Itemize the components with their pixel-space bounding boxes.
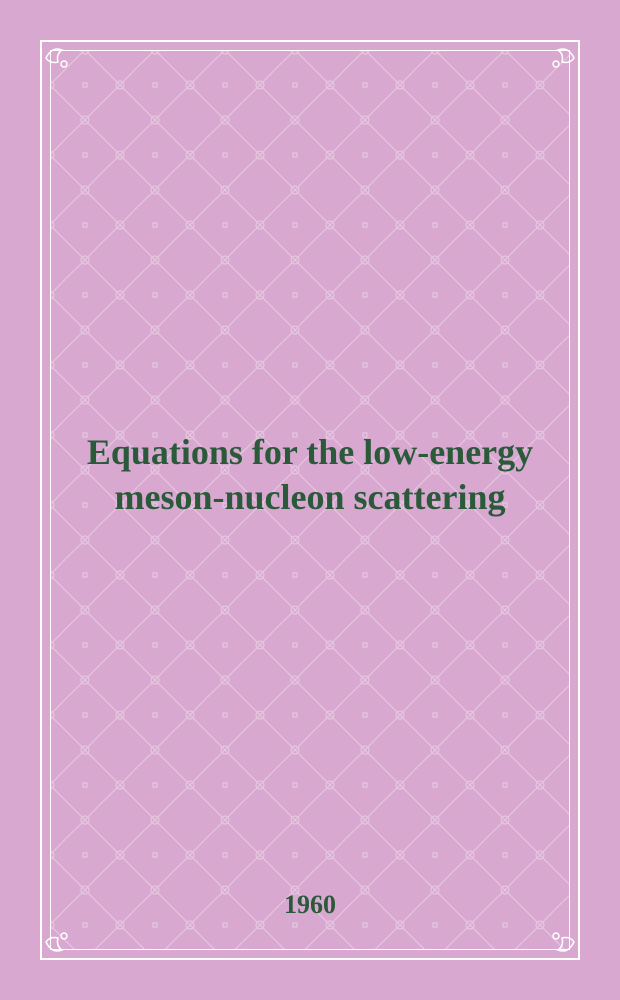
cover-year: 1960 [0, 890, 620, 920]
corner-ornament-bottom-right-icon [548, 928, 576, 956]
corner-ornament-top-left-icon [44, 44, 72, 72]
year-block: 1960 [0, 890, 620, 920]
cover-title: Equations for the low-energy meson-nucle… [70, 430, 550, 520]
title-block: Equations for the low-energy meson-nucle… [70, 430, 550, 520]
corner-ornament-top-right-icon [548, 44, 576, 72]
corner-ornament-bottom-left-icon [44, 928, 72, 956]
